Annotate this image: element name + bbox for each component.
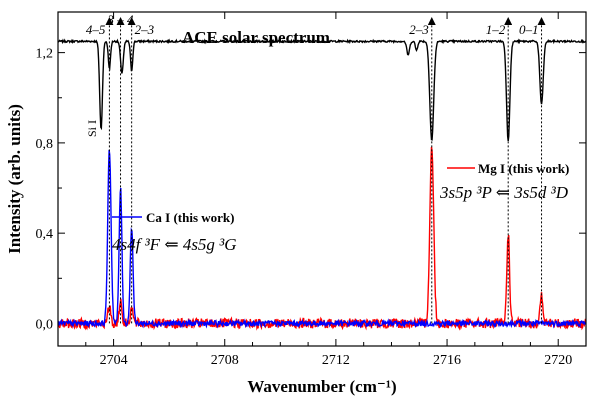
transition-label: 3 – 4: [107, 12, 135, 27]
transition-label: 2–3: [409, 22, 429, 37]
x-tick-label: 2708: [211, 353, 239, 368]
y-axis-title: Intensity (arb. units): [5, 104, 24, 254]
x-tick-label: 2712: [322, 353, 350, 368]
x-tick-label: 2704: [100, 353, 128, 368]
y-tick-label: 0,0: [36, 317, 54, 332]
series-line-ca-i: [58, 149, 586, 329]
series-layer: [58, 38, 586, 331]
ca-term-label: 4s4f ³F ⇐ 4s5g ³G: [112, 235, 237, 254]
x-tick-label: 2720: [544, 353, 572, 368]
y-tick-label: 0,4: [36, 227, 54, 242]
series-line-ace-solar: [58, 38, 586, 142]
transition-label: 4–5: [86, 22, 106, 37]
plot-frame: [57, 11, 587, 347]
y-tick-label: 1,2: [36, 47, 54, 62]
transition-label: 2–3: [135, 22, 155, 37]
chart-title: ACE solar spectrum: [182, 28, 330, 47]
axis-ticks: 2704 2708 2712 2716 2720 0,0 0,4 0,8 1,2: [36, 12, 587, 368]
transition-label: 0–1: [519, 22, 539, 37]
si-label: Si I: [85, 120, 99, 137]
y-tick-label: 0,8: [36, 137, 54, 152]
transition-guides: 4–53 – 42–3 2–3 1–2 0–1: [86, 12, 546, 324]
mg-legend-label: Mg I (this work): [478, 161, 569, 176]
x-tick-label: 2716: [433, 353, 461, 368]
ca-legend-label: Ca I (this work): [146, 210, 234, 225]
transition-label: 1–2: [486, 22, 506, 37]
mg-term-label: 3s5p ³P ⇐ 3s5d ³D: [439, 183, 569, 202]
x-axis-title: Wavenumber (cm⁻¹): [247, 377, 396, 396]
